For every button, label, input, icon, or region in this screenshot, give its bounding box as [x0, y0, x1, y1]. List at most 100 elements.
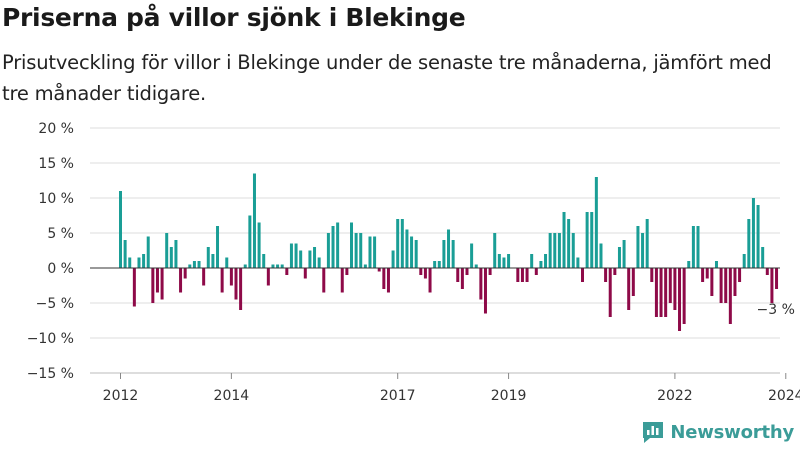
chart-title: Priserna på villor sjönk i Blekinge — [2, 3, 466, 32]
y-tick-label: 15 % — [38, 156, 74, 172]
bar — [257, 222, 261, 268]
bar — [460, 268, 464, 289]
bar — [345, 268, 349, 275]
bar — [188, 264, 192, 268]
bar — [419, 268, 423, 275]
bar — [377, 268, 381, 272]
bar — [280, 264, 284, 268]
bar — [687, 261, 691, 268]
bar — [317, 257, 321, 268]
bar — [636, 226, 640, 268]
y-gridlines — [90, 127, 780, 374]
brand-name: Newsworthy — [670, 421, 794, 443]
bar — [437, 261, 441, 268]
bar — [132, 268, 136, 307]
bar — [285, 268, 289, 275]
bar — [423, 268, 427, 279]
bar — [243, 264, 247, 268]
bar — [742, 254, 746, 268]
bar — [303, 268, 307, 279]
bar — [641, 233, 645, 268]
bar — [151, 268, 155, 303]
bar — [354, 233, 358, 268]
bar — [724, 268, 728, 303]
bar — [654, 268, 658, 317]
bar — [562, 212, 566, 268]
bar — [216, 226, 220, 268]
bar — [539, 261, 543, 268]
bar — [197, 261, 201, 268]
bar — [765, 268, 769, 275]
bar — [756, 205, 760, 268]
bar — [622, 240, 626, 268]
bar — [470, 243, 474, 268]
bar — [271, 264, 275, 268]
bar — [571, 233, 575, 268]
bar — [211, 254, 215, 268]
bar — [747, 219, 751, 268]
bar — [751, 198, 755, 268]
bar — [428, 268, 432, 293]
bar — [410, 236, 414, 268]
y-tick-label: −5 % — [36, 296, 74, 312]
bar — [733, 268, 737, 296]
bar — [474, 264, 478, 268]
bar — [363, 264, 367, 268]
bars — [119, 173, 779, 331]
chart-subtitle: Prisutveckling för villor i Blekinge und… — [2, 51, 772, 105]
bar — [645, 219, 649, 268]
bar — [650, 268, 654, 282]
bar — [548, 233, 552, 268]
bar — [294, 243, 298, 268]
bar — [678, 268, 682, 331]
bar — [155, 268, 159, 293]
bar — [627, 268, 631, 310]
bar — [123, 240, 127, 268]
bar — [520, 268, 524, 282]
bar — [507, 254, 511, 268]
bar — [373, 236, 377, 268]
bar — [326, 233, 330, 268]
bar — [322, 268, 326, 293]
bar — [400, 219, 404, 268]
x-tick-label: 2019 — [491, 388, 527, 404]
bar — [313, 247, 317, 268]
bar — [447, 229, 451, 268]
bar — [119, 191, 122, 268]
bar — [728, 268, 732, 324]
bar — [160, 268, 164, 300]
bar — [516, 268, 520, 282]
newsworthy-logo[interactable]: Newsworthy — [641, 420, 794, 444]
annotations: −3 % — [757, 302, 795, 318]
bar — [585, 212, 589, 268]
bar — [761, 247, 765, 268]
y-tick-label: 20 % — [38, 121, 74, 137]
bar — [192, 261, 196, 268]
y-axis-labels: 20 % 15 % 10 % 5 % 0 % −5 % −10 % −15 % — [27, 121, 74, 382]
bar — [386, 268, 390, 293]
bar — [165, 233, 169, 268]
bar — [604, 268, 608, 282]
bar — [719, 268, 723, 303]
bar — [567, 219, 571, 268]
bar — [557, 233, 561, 268]
bar — [705, 268, 709, 279]
bar — [710, 268, 714, 296]
bar — [493, 233, 497, 268]
bar — [128, 257, 132, 268]
bar — [483, 268, 487, 314]
y-tick-label: −15 % — [27, 366, 74, 382]
bar — [308, 250, 312, 268]
bar — [497, 254, 501, 268]
bar — [691, 226, 695, 268]
x-tick-label: 2022 — [657, 388, 693, 404]
x-tick-label: 2017 — [380, 388, 416, 404]
bar — [714, 261, 718, 268]
bar — [590, 212, 594, 268]
last-value-annotation: −3 % — [757, 302, 795, 318]
y-tick-label: −10 % — [27, 331, 74, 347]
bar — [289, 243, 293, 268]
bar — [673, 268, 677, 310]
bar — [252, 173, 256, 268]
